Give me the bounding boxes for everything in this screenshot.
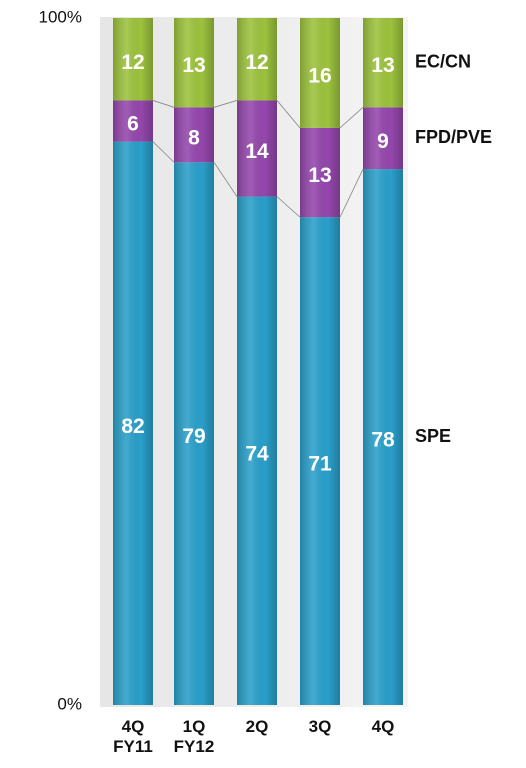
data-label: 9 xyxy=(377,130,389,153)
bar-shading xyxy=(363,107,403,170)
bar-shading xyxy=(300,18,340,128)
data-label: 14 xyxy=(245,140,269,163)
y-tick-label: 100% xyxy=(39,7,82,26)
data-label: 8 xyxy=(188,126,200,149)
x-tick-label: 2Q xyxy=(245,717,269,736)
bar-shading xyxy=(174,18,214,108)
x-tick-label: 1Q FY12 xyxy=(173,717,215,756)
bar-shading xyxy=(363,169,403,705)
connector xyxy=(276,196,301,218)
bar-shading xyxy=(300,127,340,218)
data-label: 82 xyxy=(121,415,144,438)
bar-shading xyxy=(113,141,153,705)
bar-shading xyxy=(113,18,153,101)
data-label: 79 xyxy=(182,425,205,448)
connector xyxy=(276,100,301,129)
connector xyxy=(213,162,238,197)
data-label: 13 xyxy=(182,54,205,77)
connector xyxy=(152,100,175,108)
data-label: 74 xyxy=(245,442,269,465)
bar-shading xyxy=(237,100,277,197)
data-label: 6 xyxy=(127,113,139,136)
data-label: 12 xyxy=(121,51,144,74)
bar-shading xyxy=(174,107,214,163)
y-tick-label: 0% xyxy=(57,694,82,713)
bar-shading xyxy=(237,18,277,101)
data-label: 16 xyxy=(308,65,331,88)
data-label: 13 xyxy=(308,164,331,187)
bar-shading xyxy=(300,217,340,706)
x-tick-label: 4Q FY11 xyxy=(113,717,153,756)
bar-shading xyxy=(113,100,153,142)
x-tick-label: 3Q xyxy=(308,717,332,736)
connector xyxy=(339,107,364,129)
data-label: 78 xyxy=(371,429,395,452)
connector xyxy=(152,141,175,163)
bar-shading xyxy=(363,18,403,108)
legend-label: EC/CN xyxy=(415,51,471,71)
data-label: 13 xyxy=(371,54,394,77)
bar-shading xyxy=(237,196,277,705)
data-label: 12 xyxy=(245,51,268,74)
bar-shading xyxy=(174,162,214,705)
connector xyxy=(339,168,364,218)
x-tick-label: 4Q xyxy=(371,717,395,736)
data-label: 71 xyxy=(308,453,332,476)
legend-label: SPE xyxy=(415,426,451,446)
connector xyxy=(213,100,238,108)
legend-label: FPD/PVE xyxy=(415,127,492,147)
